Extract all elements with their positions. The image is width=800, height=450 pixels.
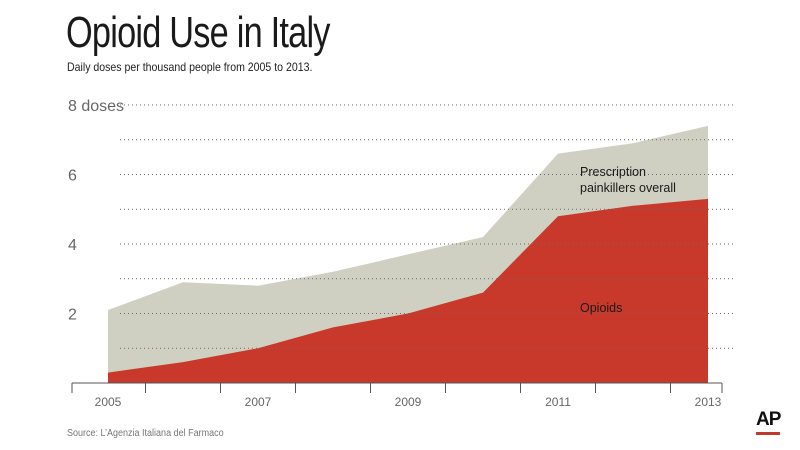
series-label-painkillers-overall: Prescription (580, 165, 646, 179)
source-note: Source: L’Agenzia Italiana del Farmaco (67, 428, 224, 439)
ap-logo: AP (756, 410, 786, 435)
series-area-opioids (108, 198, 708, 383)
ap-logo-underline (756, 432, 780, 435)
chart-title: Opioid Use in Italy (66, 8, 330, 57)
x-tick-label: 2011 (545, 395, 571, 409)
y-tick-label: 6 (68, 168, 77, 185)
series-label-opioids: Opioids (580, 301, 622, 315)
x-tick-label: 2005 (95, 395, 122, 409)
x-tick-label: 2007 (245, 395, 272, 409)
ap-logo-text: AP (756, 409, 781, 430)
series-label-painkillers-overall: painkillers overall (580, 181, 676, 195)
x-tick-label: 2009 (395, 395, 422, 409)
y-tick-label: 2 (68, 307, 77, 324)
chart-subtitle: Daily doses per thousand people from 200… (67, 60, 313, 74)
x-tick-label: 2013 (695, 395, 722, 409)
y-tick-label: 8 doses (68, 98, 124, 115)
y-tick-label: 4 (68, 237, 77, 254)
